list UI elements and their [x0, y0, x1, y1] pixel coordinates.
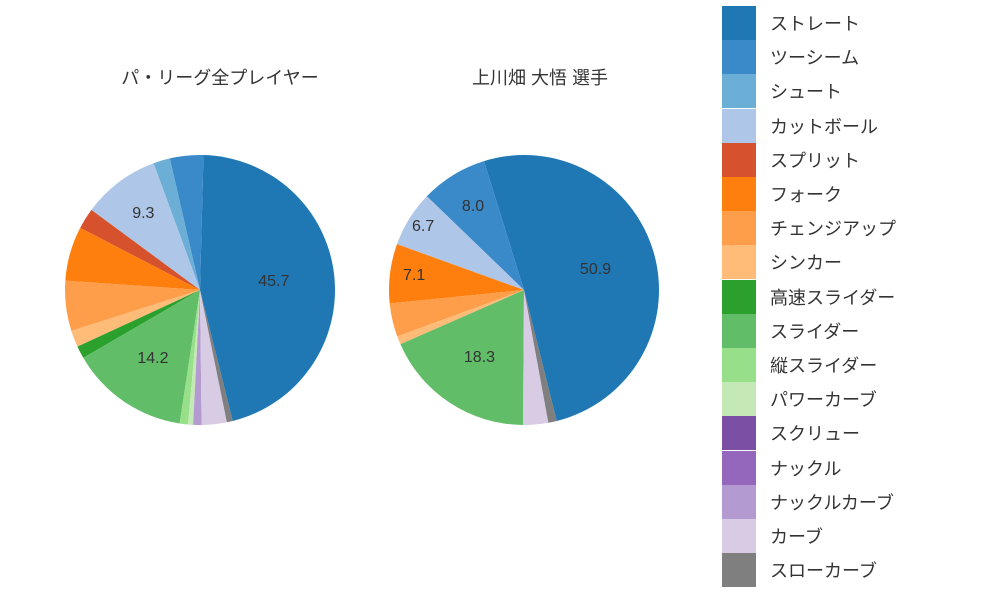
- legend-label-straight: ストレート: [770, 10, 860, 36]
- legend-label-screw: スクリュー: [770, 420, 860, 446]
- legend-item-knuckle_curve: ナックルカーブ: [722, 485, 982, 519]
- legend-label-power_curve: パワーカーブ: [770, 386, 877, 412]
- legend-swatch-straight: [722, 6, 756, 40]
- pie-label-league-slider: 14.2: [137, 350, 168, 368]
- legend-item-knuckle: ナックル: [722, 450, 982, 484]
- legend-swatch-sinker: [722, 245, 756, 279]
- pie-chart-league: 45.7 9.3 14.2: [63, 153, 337, 427]
- legend-swatch-fast_slider: [722, 280, 756, 314]
- legend-swatch-split: [722, 143, 756, 177]
- legend-swatch-curve: [722, 519, 756, 553]
- legend-label-fork: フォーク: [770, 181, 842, 207]
- legend-item-curve: カーブ: [722, 519, 982, 553]
- pie-label-player-straight: 50.9: [580, 261, 611, 279]
- legend-item-sinker: シンカー: [722, 245, 982, 279]
- legend-item-slow_curve: スローカーブ: [722, 553, 982, 587]
- legend-label-knuckle: ナックル: [770, 455, 841, 481]
- pie-label-league-cutball: 9.3: [132, 205, 154, 223]
- legend-label-slow_curve: スローカーブ: [770, 557, 877, 583]
- legend-label-split: スプリット: [770, 147, 860, 173]
- pie-label-player-two_seam: 8.0: [462, 198, 484, 216]
- legend-item-fast_slider: 高速スライダー: [722, 280, 982, 314]
- legend-item-vertical_slider: 縦スライダー: [722, 348, 982, 382]
- legend-item-fork: フォーク: [722, 177, 982, 211]
- legend-label-slider: スライダー: [770, 318, 859, 344]
- legend-swatch-cutball: [722, 109, 756, 143]
- legend-label-shoot: シュート: [770, 78, 842, 104]
- legend-label-curve: カーブ: [770, 523, 823, 549]
- legend-swatch-fork: [722, 177, 756, 211]
- legend-swatch-two_seam: [722, 40, 756, 74]
- legend-label-fast_slider: 高速スライダー: [770, 284, 895, 310]
- legend-item-slider: スライダー: [722, 314, 982, 348]
- legend-swatch-power_curve: [722, 382, 756, 416]
- legend-label-vertical_slider: 縦スライダー: [770, 352, 877, 378]
- legend-swatch-slider: [722, 314, 756, 348]
- pie-label-player-fork: 7.1: [403, 267, 425, 285]
- legend-swatch-knuckle: [722, 451, 756, 485]
- legend-item-changeup: チェンジアップ: [722, 211, 982, 245]
- pie-label-player-cutball: 6.7: [412, 218, 434, 236]
- chart-stage: パ・リーグ全プレイヤー 45.7 9.3 14.2 上川畑 大悟 選手 50.9 8.…: [0, 0, 1000, 600]
- legend-item-screw: スクリュー: [722, 416, 982, 450]
- legend-swatch-slow_curve: [722, 553, 756, 587]
- legend-swatch-shoot: [722, 74, 756, 108]
- legend-swatch-knuckle_curve: [722, 485, 756, 519]
- legend-swatch-screw: [722, 416, 756, 450]
- legend-item-cutball: カットボール: [722, 109, 982, 143]
- pie-svg-player: [387, 153, 661, 427]
- legend-swatch-changeup: [722, 211, 756, 245]
- legend-item-shoot: シュート: [722, 74, 982, 108]
- pie-chart-player: 50.9 8.0 6.7 7.1 18.3: [387, 153, 661, 427]
- legend-label-knuckle_curve: ナックルカーブ: [770, 489, 894, 515]
- legend-label-cutball: カットボール: [770, 113, 878, 139]
- legend-swatch-vertical_slider: [722, 348, 756, 382]
- legend: ストレートツーシームシュートカットボールスプリットフォークチェンジアップシンカー…: [722, 6, 982, 587]
- pie-label-player-slider: 18.3: [464, 349, 495, 367]
- legend-item-power_curve: パワーカーブ: [722, 382, 982, 416]
- legend-item-split: スプリット: [722, 143, 982, 177]
- legend-item-two_seam: ツーシーム: [722, 40, 982, 74]
- legend-label-sinker: シンカー: [770, 249, 842, 275]
- pie-label-league-straight: 45.7: [258, 273, 289, 291]
- pie-svg-league: [63, 153, 337, 427]
- legend-label-changeup: チェンジアップ: [770, 215, 896, 241]
- legend-item-straight: ストレート: [722, 6, 982, 40]
- chart-title-player: 上川畑 大悟 選手: [410, 64, 670, 90]
- legend-label-two_seam: ツーシーム: [770, 44, 859, 70]
- chart-title-league: パ・リーグ全プレイヤー: [90, 64, 350, 90]
